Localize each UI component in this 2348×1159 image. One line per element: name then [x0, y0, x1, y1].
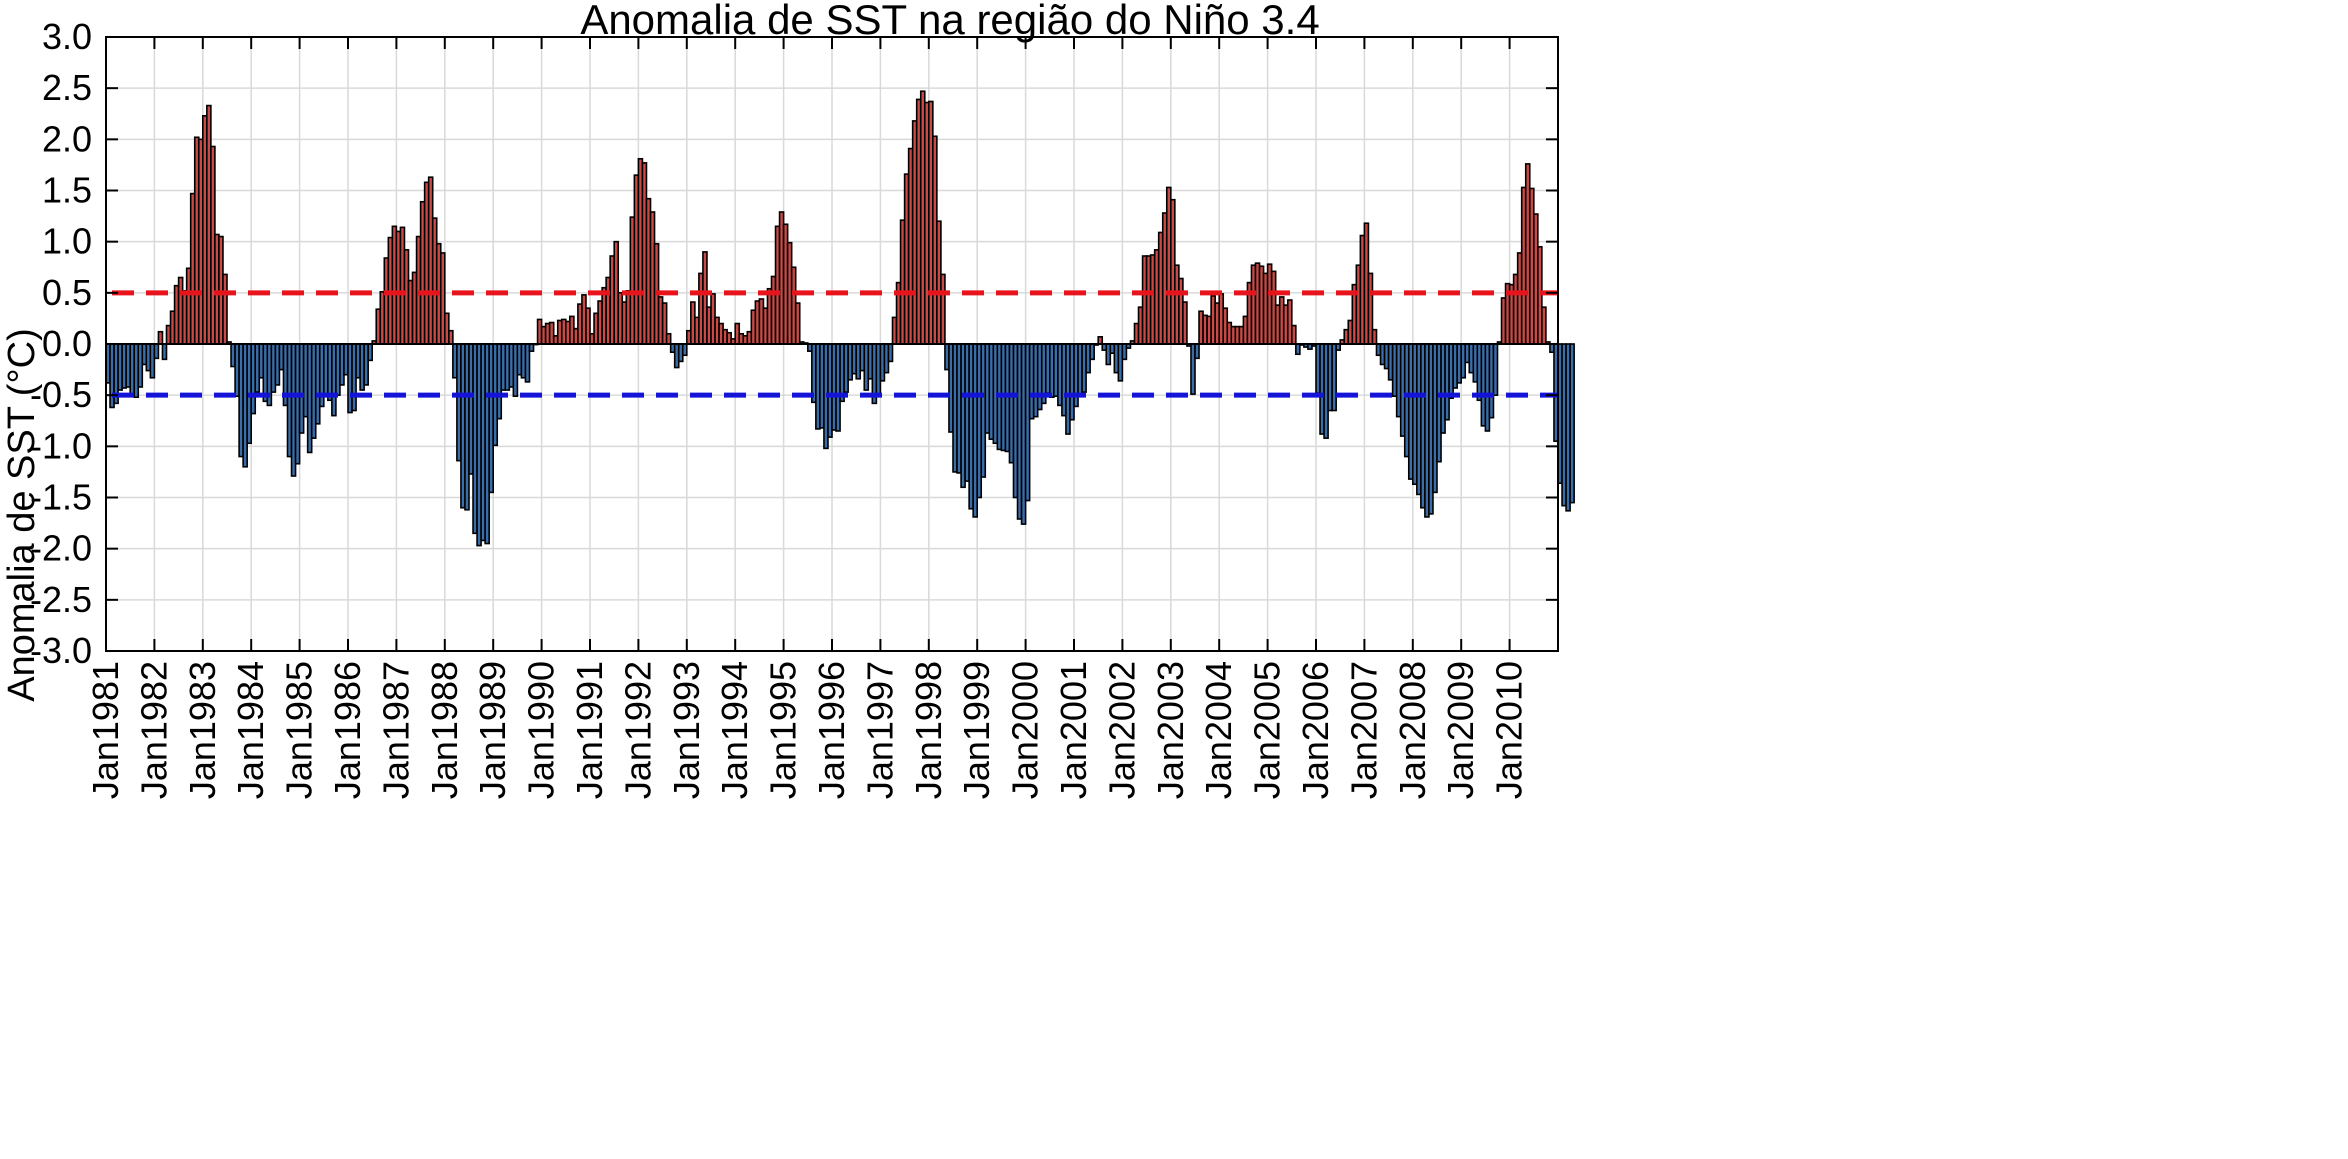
- positive-anomaly-bar: [1182, 301, 1188, 345]
- y-tick-label: 1.5: [42, 170, 92, 211]
- chart-title: Anomalia de SST na região do Niño 3.4: [580, 0, 1319, 43]
- x-tick-label: Jan1998: [908, 661, 949, 799]
- x-tick-label: Jan2005: [1247, 661, 1288, 799]
- x-tick-label: Jan1981: [85, 661, 126, 799]
- negative-anomaly-bar: [153, 343, 160, 360]
- y-axis-ticks: 3.0 2.5 2.0 1.5 1.0 0.5 0.0 -0.5 -1.0 -1.5 -2.0 -2.…: [30, 16, 1558, 671]
- x-tick-label: Jan2006: [1295, 661, 1336, 799]
- y-axis-title: Anomalia de SST (°C): [1, 328, 43, 702]
- negative-anomaly-bar: [1492, 343, 1499, 396]
- positive-anomaly-bar: [665, 332, 672, 345]
- x-tick-label: Jan1997: [859, 661, 900, 799]
- x-tick-label: Jan1995: [763, 661, 804, 799]
- x-tick-label: Jan1999: [956, 661, 997, 799]
- x-tick-label: Jan1996: [811, 661, 852, 799]
- y-tick-label: 1.0: [42, 221, 92, 262]
- x-tick-label: Jan1992: [617, 661, 658, 799]
- y-tick-label: 0.0: [42, 323, 92, 364]
- threshold-lines: [112, 290, 1558, 398]
- positive-anomaly-bar: [222, 273, 228, 345]
- x-tick-label: Jan1987: [375, 661, 416, 799]
- negative-anomaly-bar: [1194, 343, 1200, 360]
- x-tick-label: Jan1988: [424, 661, 465, 799]
- x-tick-label: Jan1983: [182, 661, 223, 799]
- y-tick-label: -1.0: [30, 425, 92, 466]
- positive-anomaly-bar: [1291, 324, 1297, 345]
- positive-anomaly-bar: [1097, 336, 1104, 345]
- x-tick-label: Jan1985: [279, 661, 320, 799]
- anomaly-bars: [105, 90, 1575, 547]
- y-tick-label: -2.0: [30, 528, 92, 569]
- negative-anomaly-bar: [887, 343, 894, 363]
- x-tick-label: Jan2001: [1053, 661, 1094, 799]
- y-tick-label: -0.5: [30, 374, 92, 415]
- positive-anomaly-bar: [157, 330, 164, 345]
- y-tick-label: -2.5: [30, 579, 92, 620]
- y-tick-label: 2.0: [42, 118, 92, 159]
- negative-anomaly-bar: [681, 343, 688, 357]
- negative-anomaly-bar: [161, 343, 168, 361]
- x-tick-label: Jan2003: [1150, 661, 1191, 799]
- x-axis-ticks: Jan1981 Jan1982 Jan1983 Jan1984 Jan1985 Jan19…: [85, 37, 1530, 799]
- x-tick-label: Jan2007: [1343, 661, 1384, 799]
- negative-anomaly-bar: [1089, 343, 1095, 361]
- y-tick-label: 0.5: [42, 272, 92, 313]
- x-tick-label: Jan2004: [1198, 661, 1239, 799]
- x-tick-label: Jan2008: [1392, 661, 1433, 799]
- x-tick-label: Jan1991: [569, 661, 610, 799]
- x-tick-label: Jan1986: [327, 661, 368, 799]
- x-tick-label: Jan1982: [133, 661, 174, 799]
- y-tick-label: -3.0: [30, 630, 92, 671]
- x-tick-label: Jan1994: [714, 661, 755, 799]
- x-tick-label: Jan1989: [472, 661, 513, 799]
- positive-anomaly-bar: [1371, 328, 1378, 345]
- negative-anomaly-bar: [1569, 343, 1575, 504]
- x-tick-label: Jan2002: [1101, 661, 1142, 799]
- x-tick-label: Jan1993: [666, 661, 707, 799]
- positive-anomaly-bar: [794, 302, 801, 345]
- negative-anomaly-bar: [367, 343, 373, 362]
- x-tick-label: Jan1990: [521, 661, 562, 799]
- x-tick-label: Jan2010: [1489, 661, 1530, 799]
- y-tick-label: 2.5: [42, 67, 92, 108]
- x-tick-label: Jan1984: [230, 661, 271, 799]
- y-tick-label: 3.0: [42, 16, 92, 57]
- positive-anomaly-bar: [940, 273, 946, 345]
- x-tick-label: Jan2009: [1440, 661, 1481, 799]
- x-tick-label: Jan2000: [1005, 661, 1046, 799]
- y-tick-label: -1.5: [30, 477, 92, 518]
- positive-anomaly-bar: [448, 329, 454, 345]
- negative-anomaly-bar: [1331, 343, 1337, 412]
- positive-anomaly-bar: [1541, 306, 1547, 345]
